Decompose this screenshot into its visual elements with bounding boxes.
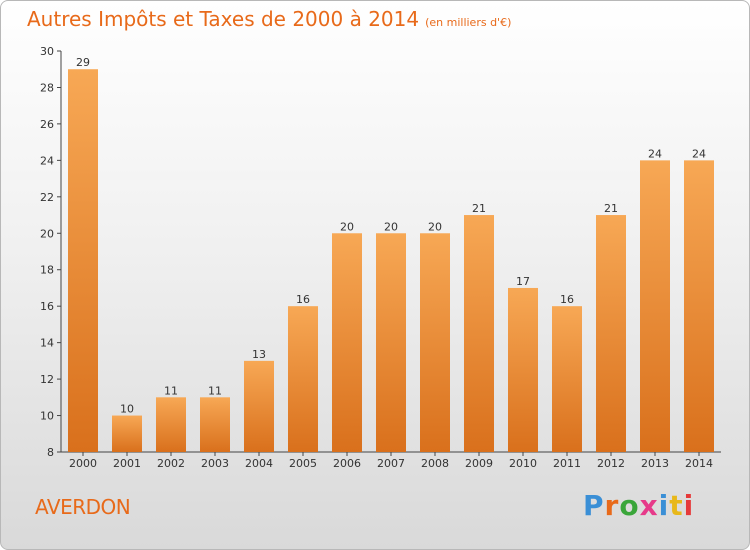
bar-value-label: 20 <box>340 220 354 233</box>
logo-letter: o <box>619 489 640 522</box>
bar <box>332 233 362 452</box>
x-tick-label: 2010 <box>509 457 537 470</box>
logo-letter: i <box>683 489 695 522</box>
commune-name: AVERDON <box>35 495 131 519</box>
y-tick-label: 26 <box>40 118 54 131</box>
bar-value-label: 20 <box>384 220 398 233</box>
bar-value-label: 11 <box>164 384 178 397</box>
x-tick-label: 2006 <box>333 457 361 470</box>
logo-letter: t <box>669 489 684 522</box>
chart-title: Autres Impôts et Taxes de 2000 à 2014 (en… <box>27 7 511 31</box>
bar-value-label: 10 <box>120 403 134 416</box>
bar-value-label: 21 <box>604 202 618 215</box>
x-tick-label: 2008 <box>421 457 449 470</box>
x-tick-label: 2013 <box>641 457 669 470</box>
chart-title-text: Autres Impôts et Taxes de 2000 à 2014 <box>27 7 420 31</box>
logo-letter: r <box>604 489 620 522</box>
bar <box>508 287 538 452</box>
y-tick-label: 28 <box>40 81 54 94</box>
y-tick-label: 22 <box>40 191 54 204</box>
y-tick-label: 30 <box>40 45 54 58</box>
x-tick-label: 2009 <box>465 457 493 470</box>
y-tick-label: 18 <box>40 264 54 277</box>
y-tick-label: 8 <box>47 446 54 459</box>
y-tick-label: 16 <box>40 300 54 313</box>
bar-value-label: 29 <box>76 56 90 69</box>
bar <box>112 415 142 452</box>
x-tick-label: 2014 <box>685 457 713 470</box>
x-tick-label: 2002 <box>157 457 185 470</box>
bar-value-label: 20 <box>428 220 442 233</box>
bar-value-label: 17 <box>516 275 530 288</box>
bar <box>684 160 714 452</box>
bar-value-label: 24 <box>692 147 706 160</box>
proxiti-logo: Proxiti <box>583 489 694 522</box>
x-tick-label: 2003 <box>201 457 229 470</box>
bar-value-label: 16 <box>296 293 310 306</box>
x-tick-label: 2012 <box>597 457 625 470</box>
bar-value-label: 16 <box>560 293 574 306</box>
logo-letter: i <box>658 489 670 522</box>
bar <box>68 69 98 453</box>
bar <box>288 306 318 452</box>
bar <box>464 215 494 452</box>
bar-value-label: 24 <box>648 147 662 160</box>
y-tick-label: 12 <box>40 373 54 386</box>
y-tick-label: 24 <box>40 154 54 167</box>
y-tick-label: 14 <box>40 337 54 350</box>
x-tick-label: 2007 <box>377 457 405 470</box>
x-tick-label: 2004 <box>245 457 273 470</box>
bar <box>420 233 450 452</box>
bar <box>640 160 670 452</box>
logo-letter: P <box>583 489 605 522</box>
bar-value-label: 11 <box>208 384 222 397</box>
x-tick-label: 2000 <box>69 457 97 470</box>
x-tick-label: 2001 <box>113 457 141 470</box>
x-tick-label: 2005 <box>289 457 317 470</box>
bar <box>552 306 582 452</box>
bar <box>376 233 406 452</box>
y-tick-label: 10 <box>40 410 54 423</box>
bar <box>596 215 626 452</box>
x-tick-label: 2011 <box>553 457 581 470</box>
chart-unit: (en milliers d'€) <box>425 16 512 29</box>
bar-value-label: 21 <box>472 202 486 215</box>
bar-value-label: 13 <box>252 348 266 361</box>
y-tick-label: 20 <box>40 227 54 240</box>
bar <box>200 397 230 452</box>
logo-letter: x <box>639 489 659 522</box>
bar <box>156 397 186 452</box>
bar <box>244 360 274 452</box>
